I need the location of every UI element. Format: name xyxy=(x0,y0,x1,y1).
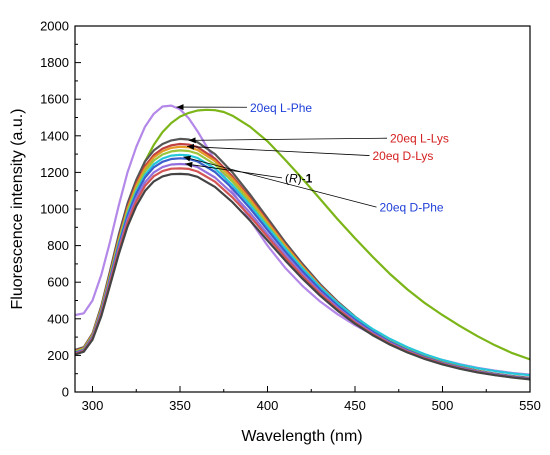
series-line-11 xyxy=(74,172,531,381)
y-tick-label: 2000 xyxy=(40,19,69,34)
annotation-arrow xyxy=(188,137,388,144)
x-tick-label: 400 xyxy=(257,398,279,413)
annotation-layer: 20eq L-Phe 20eq L-Lys 20eq D-Lys (R)-1 20eq … xyxy=(176,101,449,215)
x-tick-label: 500 xyxy=(432,398,454,413)
y-tick-label: 0 xyxy=(62,385,69,400)
x-tick-label: 350 xyxy=(169,398,191,413)
plot-frame xyxy=(74,25,531,393)
y-tick-label: 1200 xyxy=(40,165,69,180)
y-tick-label: 1600 xyxy=(40,92,69,107)
annotation-arrow xyxy=(186,143,370,156)
x-axis-title: Wavelength (nm) xyxy=(241,428,362,445)
annotation-label: 20eq D-Lys xyxy=(373,149,434,163)
y-tick-label: 1800 xyxy=(40,55,69,70)
annotation-arrow xyxy=(185,161,283,179)
y-tick-label: 400 xyxy=(47,311,69,326)
series-line-2 xyxy=(74,108,531,361)
x-tick-label: 300 xyxy=(82,398,104,413)
annotation-arrow xyxy=(183,155,377,208)
x-tick-label: 550 xyxy=(519,398,541,413)
annotation-label: (R)-1 xyxy=(285,171,313,185)
y-tick-label: 200 xyxy=(47,348,69,363)
series-line-20eq-l-phe xyxy=(74,104,531,376)
annotation-label: 20eq D-Phe xyxy=(380,201,444,215)
y-tick-label: 1000 xyxy=(40,202,69,217)
annotation-label: 20eq L-Phe xyxy=(250,101,312,115)
x-tick-label: 450 xyxy=(344,398,366,413)
y-tick-label: 800 xyxy=(47,238,69,253)
series-layer xyxy=(74,104,531,381)
y-tick-label: 600 xyxy=(47,275,69,290)
annotation-label: 20eq L-Lys xyxy=(390,132,449,146)
y-axis-title: Fluorescence intensity (a.u.) xyxy=(9,109,26,310)
y-tick-label: 1400 xyxy=(40,128,69,143)
axis-layer: 300 350 400 450 500 550 0 200 400 600 800 1000 1200 1… xyxy=(40,19,541,414)
